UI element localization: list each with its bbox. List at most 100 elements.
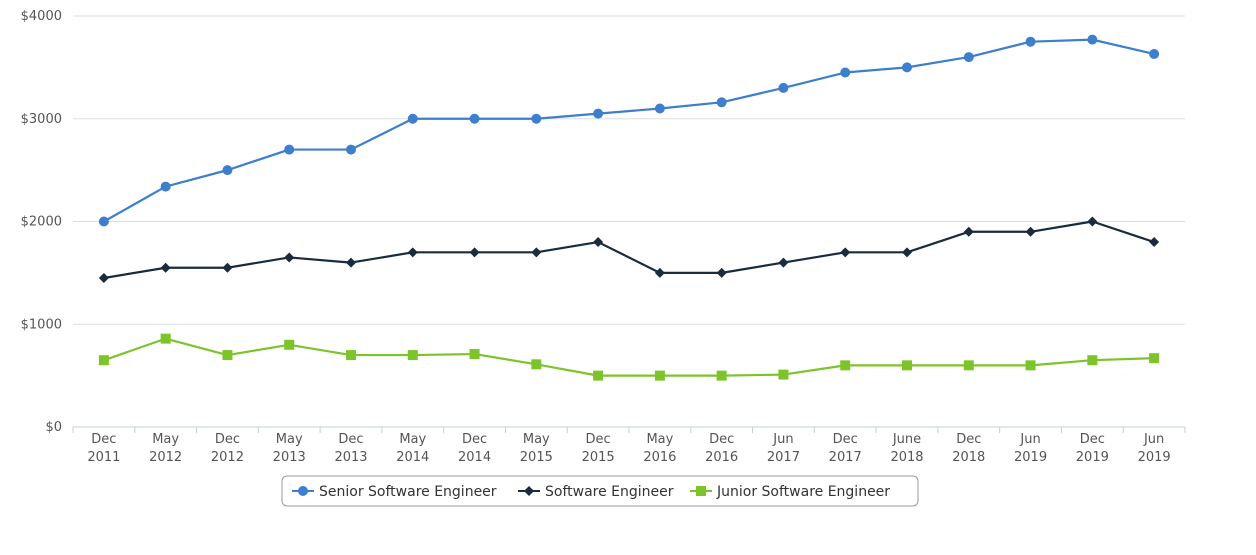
data-point <box>407 247 418 258</box>
data-point <box>98 216 109 227</box>
data-point <box>1087 216 1098 227</box>
x-tick-label: Dec 2016 <box>705 432 738 465</box>
x-tick-label: Dec 2011 <box>87 432 120 465</box>
data-point <box>593 237 604 248</box>
data-point <box>531 359 542 370</box>
legend-marker <box>298 486 308 496</box>
data-point <box>1149 49 1160 60</box>
legend-label: Software Engineer <box>545 484 674 500</box>
data-point <box>98 273 109 284</box>
x-tick-label: Jun 2019 <box>1014 432 1047 465</box>
data-point <box>963 226 974 237</box>
x-tick-label: May 2013 <box>273 432 306 465</box>
data-point <box>407 350 418 361</box>
x-axis-ticks: Dec 2011 May 2012 Dec 2012 May 2013 Dec 2013 May 20… <box>87 432 1170 465</box>
y-tick-label: $4000 <box>21 9 62 24</box>
data-point <box>902 62 912 73</box>
data-point <box>1025 36 1036 47</box>
data-point <box>716 97 727 108</box>
data-point <box>160 262 171 273</box>
data-point <box>963 360 974 371</box>
data-point <box>346 350 356 361</box>
legend-item[interactable]: Software Engineer <box>518 484 674 500</box>
data-point <box>469 247 480 258</box>
data-point <box>469 349 480 360</box>
data-point <box>222 165 233 176</box>
data-point <box>160 333 171 344</box>
data-point <box>840 67 851 78</box>
data-point <box>840 247 851 258</box>
x-tick-label: May 2016 <box>643 432 676 465</box>
legend-box <box>281 475 919 507</box>
y-tick-label: $1000 <box>21 317 62 332</box>
data-point <box>593 108 604 119</box>
data-point <box>778 369 789 380</box>
data-point <box>531 113 542 124</box>
data-point <box>284 252 295 263</box>
data-point <box>407 113 418 124</box>
data-point <box>1025 360 1036 371</box>
x-tick-label: June 2018 <box>890 432 923 465</box>
x-tick-label: Dec 2018 <box>952 432 985 465</box>
series-group <box>98 34 1160 381</box>
x-tick-label: May 2014 <box>396 432 429 465</box>
data-point <box>98 355 109 366</box>
x-tick-label: May 2012 <box>149 432 182 465</box>
data-point <box>654 370 665 381</box>
data-point <box>902 360 912 371</box>
x-tick-label: Dec 2013 <box>334 432 367 465</box>
legend: Senior Software Engineer Software Enginee… <box>281 475 919 507</box>
data-point <box>654 267 665 278</box>
x-axis <box>72 426 1186 433</box>
data-point <box>469 113 480 124</box>
legend-item[interactable]: Junior Software Engineer <box>690 484 890 500</box>
data-point <box>593 370 604 381</box>
series-2 <box>98 216 1160 284</box>
x-tick-label: Jun 2019 <box>1138 432 1171 465</box>
data-point <box>346 257 356 268</box>
legend-marker <box>524 486 534 496</box>
data-point <box>654 103 665 114</box>
data-point <box>346 144 356 155</box>
x-tick-label: Dec 2015 <box>582 432 615 465</box>
x-tick-label: Dec 2017 <box>829 432 862 465</box>
data-point <box>778 257 789 268</box>
data-point <box>1149 353 1160 364</box>
series-line <box>103 38 1155 223</box>
legend-label: Senior Software Engineer <box>319 484 497 500</box>
x-tick-label: Jun 2017 <box>767 432 800 465</box>
data-point <box>222 350 233 361</box>
data-point <box>902 247 912 258</box>
data-point <box>160 181 171 192</box>
data-point <box>840 360 851 371</box>
x-tick-label: Dec 2019 <box>1076 432 1109 465</box>
series-3 <box>98 333 1160 381</box>
data-point <box>1087 34 1098 45</box>
y-tick-label: $2000 <box>21 215 62 230</box>
data-point <box>1149 237 1160 248</box>
series-1 <box>98 34 1160 227</box>
data-point <box>716 370 727 381</box>
grid-lines <box>73 15 1185 325</box>
y-tick-label: $3000 <box>21 112 62 127</box>
x-tick-label: May 2015 <box>520 432 553 465</box>
legend-marker <box>696 486 706 496</box>
data-point <box>222 262 233 273</box>
data-point <box>963 52 974 63</box>
y-tick-label: $0 <box>45 420 62 435</box>
legend-item[interactable]: Senior Software Engineer <box>292 484 497 500</box>
data-point <box>1087 355 1098 366</box>
data-point <box>778 82 789 93</box>
y-axis-ticks: $0 $1000 $2000 $3000 $4000 <box>21 9 62 435</box>
data-point <box>284 339 295 350</box>
data-point <box>284 144 295 155</box>
series-line <box>103 220 1155 280</box>
x-tick-label: Dec 2014 <box>458 432 491 465</box>
legend-label: Junior Software Engineer <box>716 484 890 500</box>
data-point <box>716 267 727 278</box>
series-line <box>103 337 1155 377</box>
data-point <box>531 247 542 258</box>
data-point <box>1025 226 1036 237</box>
